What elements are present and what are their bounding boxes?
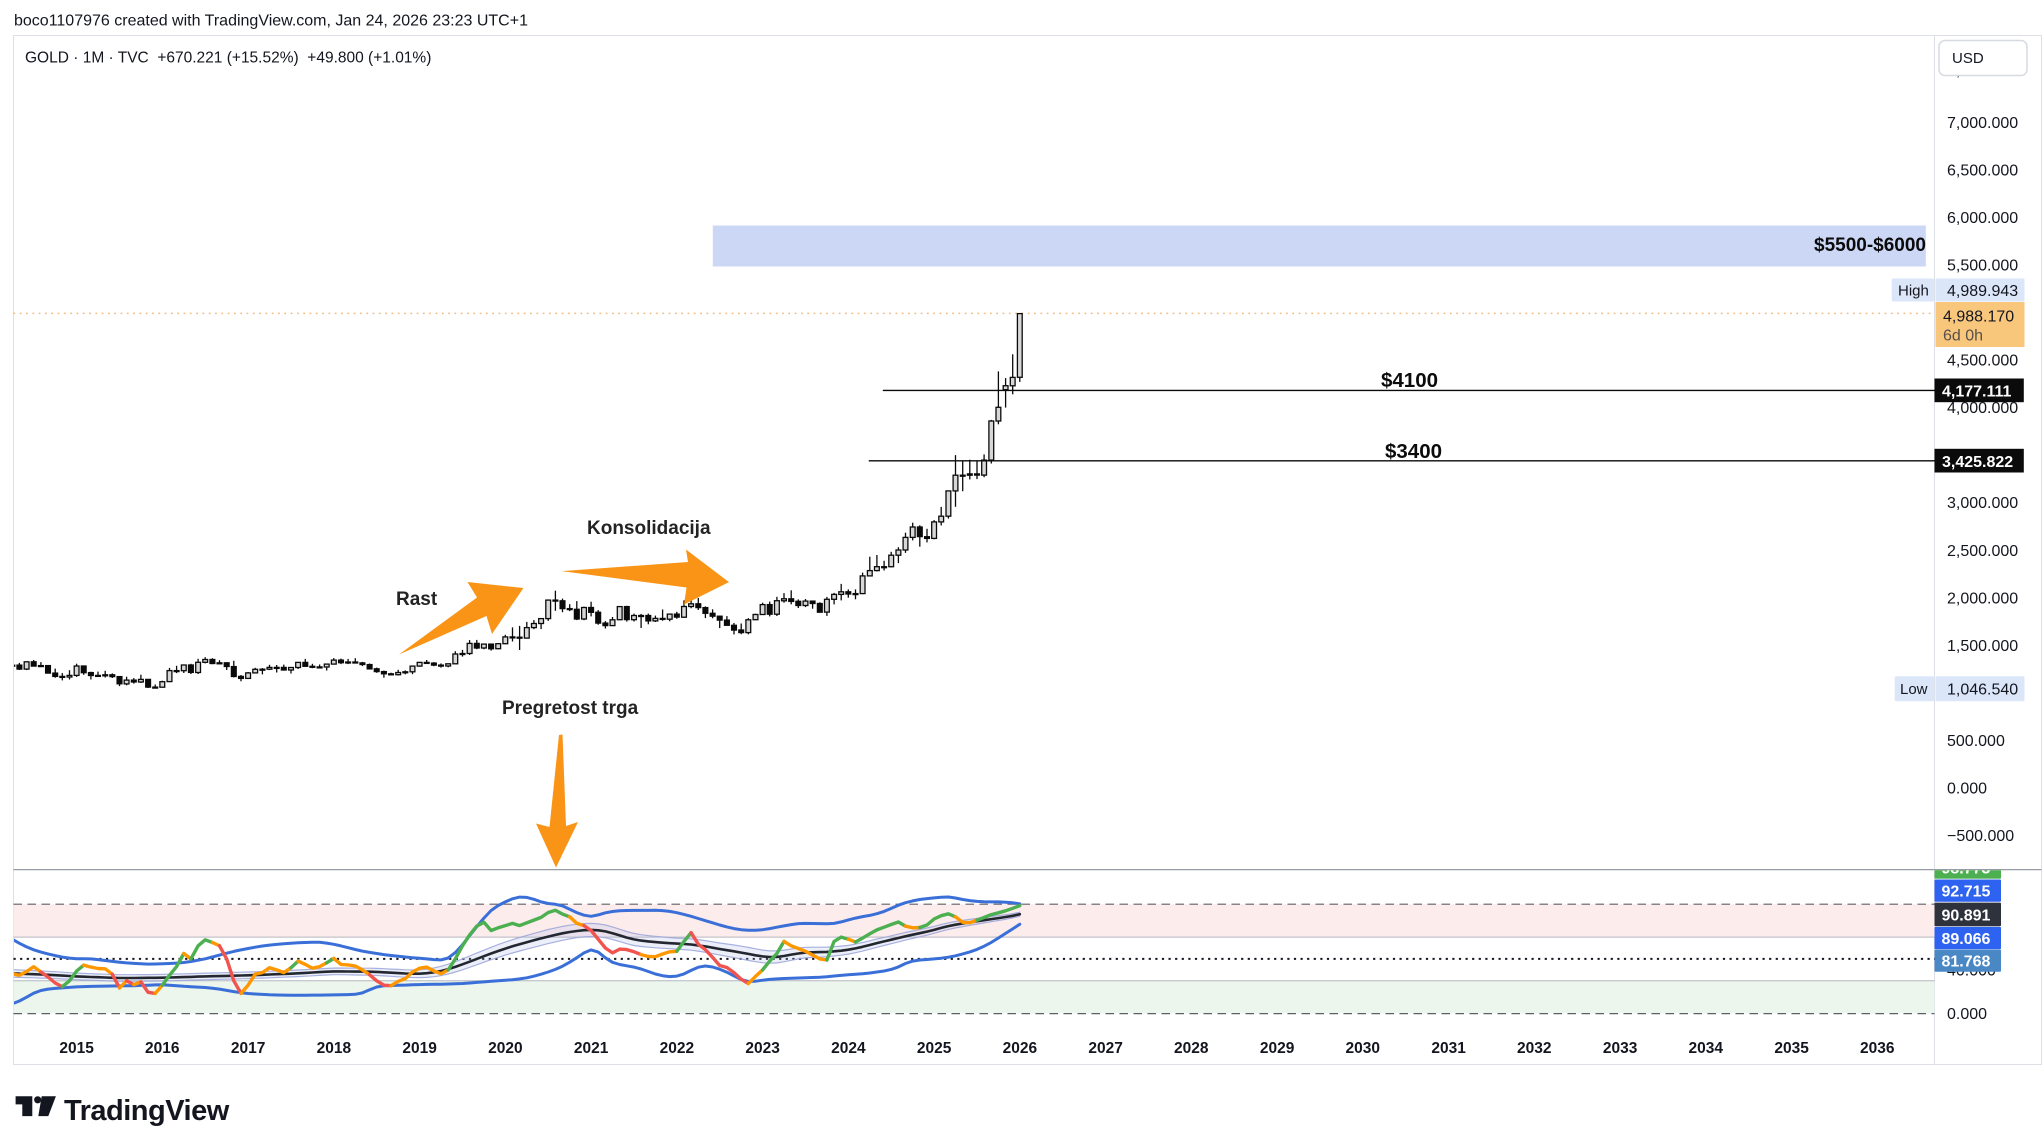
svg-text:3,000.000: 3,000.000 — [1947, 495, 2018, 512]
svg-text:GOLD · 1M · TVC +670.221 (+15: GOLD · 1M · TVC +670.221 (+15.52%) +49.8… — [25, 50, 431, 67]
svg-text:$4100: $4100 — [1381, 369, 1438, 392]
svg-text:2029: 2029 — [1260, 1040, 1295, 1057]
svg-text:2,000.000: 2,000.000 — [1947, 590, 2018, 607]
svg-text:1,046.540: 1,046.540 — [1947, 682, 2018, 699]
svg-text:2035: 2035 — [1774, 1040, 1809, 1057]
svg-text:6,500.000: 6,500.000 — [1947, 162, 2018, 179]
svg-text:2016: 2016 — [145, 1040, 180, 1057]
svg-text:2032: 2032 — [1517, 1040, 1551, 1057]
svg-text:7,000.000: 7,000.000 — [1947, 115, 2018, 132]
svg-text:Konsolidacija: Konsolidacija — [587, 518, 711, 539]
svg-text:2036: 2036 — [1860, 1040, 1895, 1057]
svg-text:2022: 2022 — [660, 1040, 694, 1057]
svg-text:2018: 2018 — [317, 1040, 352, 1057]
svg-text:4,500.000: 4,500.000 — [1947, 353, 2018, 370]
svg-text:−500.000: −500.000 — [1947, 828, 2014, 845]
svg-text:High: High — [1898, 283, 1929, 300]
svg-text:2024: 2024 — [831, 1040, 866, 1057]
svg-text:6,000.000: 6,000.000 — [1947, 210, 2018, 227]
svg-text:2023: 2023 — [745, 1040, 780, 1057]
svg-text:0.000: 0.000 — [1947, 781, 1987, 798]
svg-text:2021: 2021 — [574, 1040, 609, 1057]
svg-text:2034: 2034 — [1689, 1040, 1724, 1057]
svg-text:4,989.943: 4,989.943 — [1947, 283, 2018, 300]
svg-text:90.891: 90.891 — [1942, 907, 1991, 924]
svg-text:Low: Low — [1900, 681, 1928, 698]
svg-text:$3400: $3400 — [1385, 440, 1442, 463]
svg-text:2019: 2019 — [402, 1040, 437, 1057]
svg-text:USD: USD — [1952, 50, 1984, 67]
svg-text:1,500.000: 1,500.000 — [1947, 638, 2018, 655]
svg-text:Pregretost trga: Pregretost trga — [502, 698, 639, 719]
svg-text:2020: 2020 — [488, 1040, 522, 1057]
svg-text:92.715: 92.715 — [1942, 884, 1991, 901]
svg-text:2,500.000: 2,500.000 — [1947, 543, 2018, 560]
svg-text:81.768: 81.768 — [1942, 954, 1991, 971]
svg-text:boco1107976 created with Tradi: boco1107976 created with TradingView.com… — [14, 13, 528, 30]
svg-text:2026: 2026 — [1003, 1040, 1038, 1057]
svg-text:Rast: Rast — [396, 589, 438, 610]
svg-text:6d 0h: 6d 0h — [1943, 328, 1983, 345]
svg-text:2030: 2030 — [1346, 1040, 1380, 1057]
svg-text:2017: 2017 — [231, 1040, 265, 1057]
svg-text:4,177.111: 4,177.111 — [1942, 384, 2012, 401]
svg-text:2025: 2025 — [917, 1040, 952, 1057]
svg-text:2015: 2015 — [59, 1040, 94, 1057]
svg-text:2033: 2033 — [1603, 1040, 1638, 1057]
svg-text:3,425.822: 3,425.822 — [1942, 454, 2013, 471]
svg-text:500.000: 500.000 — [1947, 733, 2005, 750]
svg-text:5,500.000: 5,500.000 — [1947, 257, 2018, 274]
svg-text:2027: 2027 — [1088, 1040, 1122, 1057]
svg-text:2028: 2028 — [1174, 1040, 1209, 1057]
svg-text:TradingView: TradingView — [64, 1095, 230, 1127]
svg-text:89.066: 89.066 — [1942, 931, 1991, 948]
svg-text:4,988.170: 4,988.170 — [1943, 309, 2014, 326]
svg-text:0.000: 0.000 — [1947, 1006, 1987, 1023]
svg-text:98.773: 98.773 — [1942, 861, 1991, 878]
svg-text:2031: 2031 — [1431, 1040, 1466, 1057]
svg-text:$5500-$6000: $5500-$6000 — [1814, 235, 1926, 256]
svg-text:4,000.000: 4,000.000 — [1947, 400, 2018, 417]
